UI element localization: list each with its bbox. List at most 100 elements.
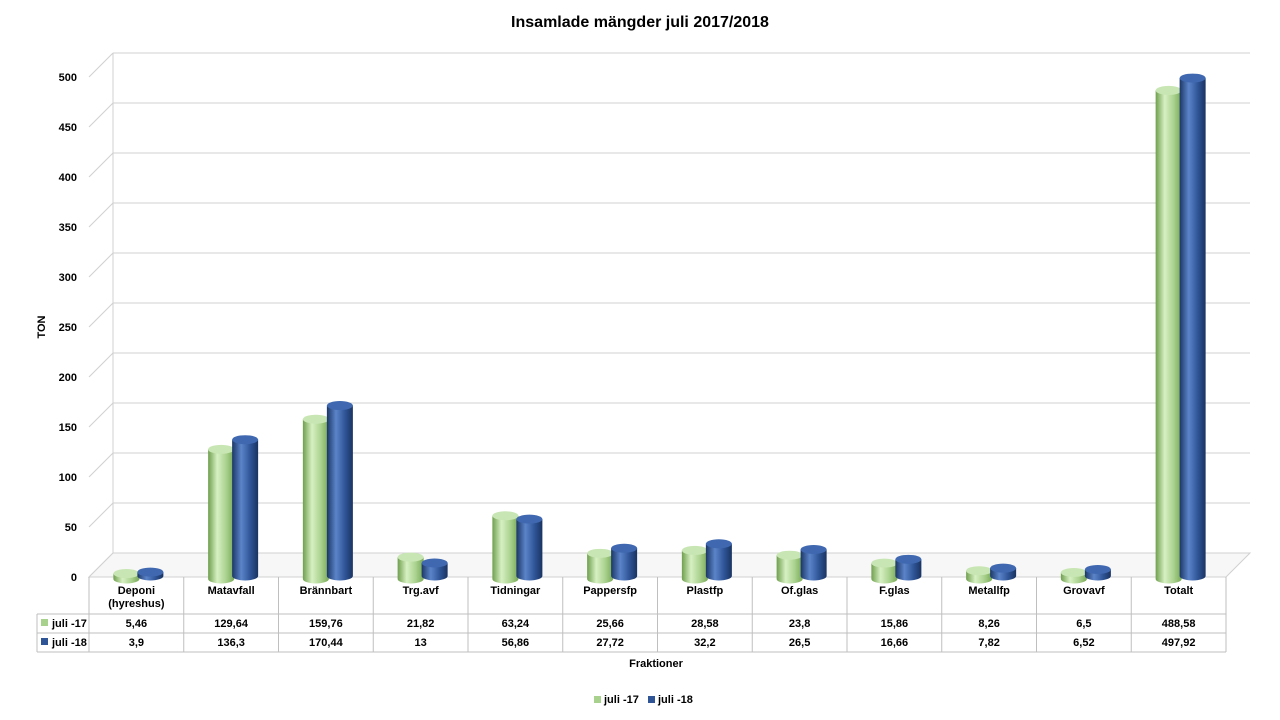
bar-juli-18 [326,401,353,581]
bar-juli-18 [1084,564,1111,581]
bar-juli-17 [397,552,424,584]
bar-juli-18 [705,539,732,581]
x-tick-label: Plastfp [687,585,724,597]
bar-body [1155,90,1182,584]
bar-top [681,545,708,555]
y-tick-label: 150 [59,422,77,434]
y-tick-label: 0 [71,572,77,584]
bar-top [232,435,259,445]
x-tick-label-line: Brännbart [300,585,353,597]
x-tick-label-line: Plastfp [687,585,724,597]
bar-top [1084,564,1111,574]
x-tick-label: Totalt [1164,585,1193,597]
y-tick-label: 300 [59,272,77,284]
bar-juli-18 [611,543,638,581]
bar-body [776,555,803,584]
data-label: 21,82 [407,618,435,630]
bar-top [516,514,543,524]
bar-body [705,543,732,581]
bar-top [1060,568,1087,577]
series-name: juli -18 [51,637,87,649]
bar-body [681,550,708,584]
y-tick-label: 100 [59,472,77,484]
gridline-side [88,502,114,528]
bar-top [492,511,519,521]
data-table: Deponi (hyreshus) Matavfall Brännbart Trg.av… [36,577,1227,653]
x-tick-label-line: Matavfall [208,585,255,597]
bar-juli-18 [516,514,543,581]
bar-top [1155,85,1182,95]
legend-entry: juli -18 [657,694,693,706]
bar-top [895,554,922,564]
bar-juli-18 [990,563,1017,581]
x-tick-label-line: Tidningar [490,585,541,597]
bar-top [705,539,732,549]
gridlines [87,52,1252,578]
bar-top [800,545,827,554]
y-tick-label: 250 [59,322,77,334]
data-label: 23,8 [789,618,810,630]
data-label: 28,58 [691,618,719,630]
x-tick-label: Brännbart [300,585,353,597]
bar-top [421,558,448,568]
data-label: 5,46 [126,618,147,630]
y-tick-label: 200 [59,372,77,384]
gridline-side [88,202,114,228]
bar-juli-18 [895,554,922,581]
x-tick-label-line: Grovavf [1063,585,1105,597]
bar-juli-17 [208,444,235,584]
gridline-side [88,252,114,278]
bar-top [137,567,164,577]
x-tick-label: Of.glas [781,585,818,597]
bar-body [587,553,614,584]
bar-juli-18 [421,558,448,581]
bar-top [776,550,803,560]
legend-key-0 [594,696,601,703]
bar-juli-17 [1060,568,1087,584]
bar-body [232,439,259,581]
data-label: 32,2 [694,637,715,649]
data-label: 497,92 [1162,637,1196,649]
bar-top [302,414,329,424]
data-label: 6,52 [1073,637,1094,649]
bar-top [326,401,353,411]
gridline-side [88,452,114,478]
chart-title: Insamlade mängder juli 2017/2018 [511,14,769,31]
bar-juli-17 [1155,85,1182,584]
data-label: 25,66 [596,618,624,630]
x-tick-label-line: (hyreshus) [108,598,165,610]
bar-juli-17 [302,414,329,584]
y-tick-label: 500 [59,72,77,84]
gridline-side [88,152,114,178]
legend-key-1 [648,696,655,703]
bar-juli-18 [232,435,259,581]
data-label: 27,72 [596,637,624,649]
data-label: 488,58 [1162,618,1196,630]
data-label: 15,86 [881,618,909,630]
data-label: 13 [415,637,427,649]
series-name: juli -17 [51,618,87,630]
series-key-0 [41,619,48,626]
x-axis-label: Fraktioner [629,658,684,670]
y-axis-ticks: 0 50 100 150 200 250 300 350 400 450 500 [59,72,77,584]
bar-body [895,559,922,581]
data-label: 16,66 [881,637,909,649]
bar-body [516,519,543,581]
bar-top [990,563,1017,573]
gridline-side [88,52,114,78]
gridline-side [88,302,114,328]
x-tick-label-line: Pappersfp [583,585,637,597]
data-label: 6,5 [1076,618,1091,630]
bar-top [966,566,993,576]
x-tick-label-line: Trg.avf [403,585,439,597]
bar-juli-17 [587,548,614,584]
x-tick-label: Grovavf [1063,585,1105,597]
bar-juli-17 [966,566,993,584]
bar-top [871,558,898,568]
x-tick-label: Deponi (hyreshus) [108,585,165,610]
bar-body [492,515,519,584]
data-label: 170,44 [309,637,344,649]
x-tick-label: Pappersfp [583,585,637,597]
bar-body [1179,78,1206,581]
